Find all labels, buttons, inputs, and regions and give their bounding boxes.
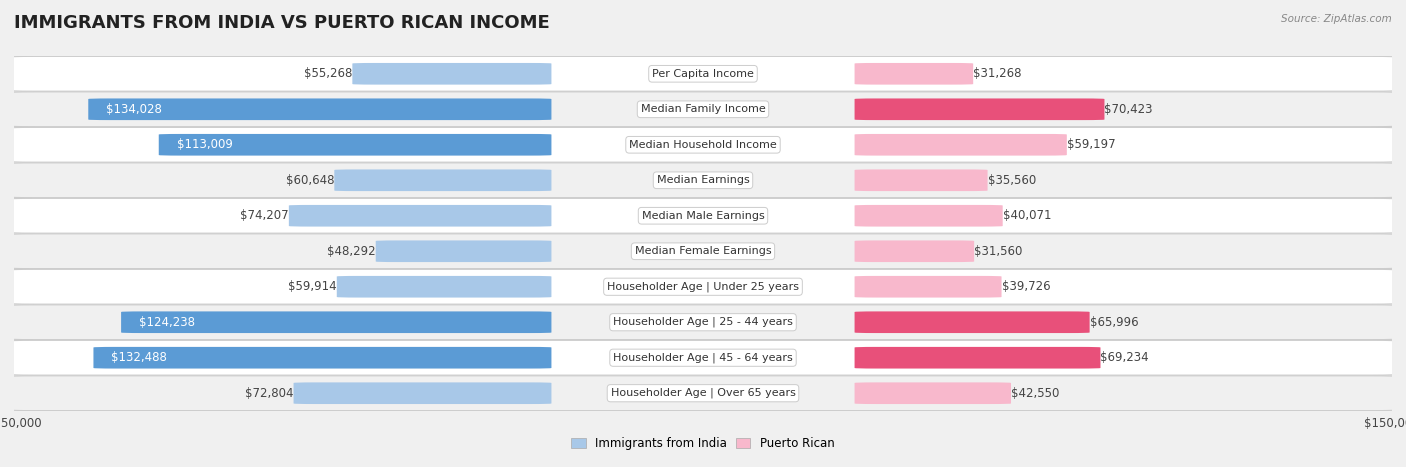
Text: Median Earnings: Median Earnings (657, 175, 749, 185)
FancyBboxPatch shape (288, 205, 551, 226)
Text: $31,560: $31,560 (974, 245, 1022, 258)
Text: $35,560: $35,560 (987, 174, 1036, 187)
FancyBboxPatch shape (7, 234, 1399, 269)
Legend: Immigrants from India, Puerto Rican: Immigrants from India, Puerto Rican (567, 432, 839, 455)
Text: $70,423: $70,423 (1105, 103, 1153, 116)
FancyBboxPatch shape (159, 134, 551, 156)
Text: $69,234: $69,234 (1101, 351, 1149, 364)
Text: $65,996: $65,996 (1090, 316, 1139, 329)
Text: $31,268: $31,268 (973, 67, 1022, 80)
Text: $72,804: $72,804 (245, 387, 294, 400)
FancyBboxPatch shape (855, 347, 1101, 368)
Text: Householder Age | Under 25 years: Householder Age | Under 25 years (607, 282, 799, 292)
Text: $113,009: $113,009 (177, 138, 232, 151)
FancyBboxPatch shape (89, 99, 551, 120)
Text: Source: ZipAtlas.com: Source: ZipAtlas.com (1281, 14, 1392, 24)
FancyBboxPatch shape (121, 311, 551, 333)
FancyBboxPatch shape (335, 170, 551, 191)
FancyBboxPatch shape (7, 198, 1399, 233)
FancyBboxPatch shape (855, 311, 1090, 333)
FancyBboxPatch shape (855, 170, 987, 191)
Text: Householder Age | 45 - 64 years: Householder Age | 45 - 64 years (613, 353, 793, 363)
FancyBboxPatch shape (855, 382, 1011, 404)
Text: $59,914: $59,914 (288, 280, 337, 293)
FancyBboxPatch shape (93, 347, 551, 368)
Text: Householder Age | Over 65 years: Householder Age | Over 65 years (610, 388, 796, 398)
Text: $48,292: $48,292 (328, 245, 375, 258)
FancyBboxPatch shape (855, 241, 974, 262)
FancyBboxPatch shape (7, 376, 1399, 410)
Text: $60,648: $60,648 (285, 174, 335, 187)
Text: Householder Age | 25 - 44 years: Householder Age | 25 - 44 years (613, 317, 793, 327)
FancyBboxPatch shape (7, 57, 1399, 91)
FancyBboxPatch shape (855, 99, 1105, 120)
FancyBboxPatch shape (7, 305, 1399, 340)
FancyBboxPatch shape (855, 63, 973, 85)
FancyBboxPatch shape (855, 276, 1001, 297)
Text: Median Household Income: Median Household Income (628, 140, 778, 150)
Text: $74,207: $74,207 (240, 209, 288, 222)
FancyBboxPatch shape (7, 92, 1399, 127)
FancyBboxPatch shape (7, 127, 1399, 162)
Text: Median Family Income: Median Family Income (641, 104, 765, 114)
FancyBboxPatch shape (375, 241, 551, 262)
Text: Median Male Earnings: Median Male Earnings (641, 211, 765, 221)
Text: $40,071: $40,071 (1002, 209, 1052, 222)
Text: Median Female Earnings: Median Female Earnings (634, 246, 772, 256)
Text: $134,028: $134,028 (107, 103, 162, 116)
FancyBboxPatch shape (353, 63, 551, 85)
Text: $39,726: $39,726 (1001, 280, 1050, 293)
FancyBboxPatch shape (7, 163, 1399, 198)
FancyBboxPatch shape (855, 134, 1067, 156)
FancyBboxPatch shape (7, 340, 1399, 375)
Text: Per Capita Income: Per Capita Income (652, 69, 754, 79)
Text: $124,238: $124,238 (139, 316, 195, 329)
Text: $42,550: $42,550 (1011, 387, 1059, 400)
FancyBboxPatch shape (337, 276, 551, 297)
Text: $55,268: $55,268 (304, 67, 353, 80)
FancyBboxPatch shape (855, 205, 1002, 226)
Text: IMMIGRANTS FROM INDIA VS PUERTO RICAN INCOME: IMMIGRANTS FROM INDIA VS PUERTO RICAN IN… (14, 14, 550, 32)
Text: $132,488: $132,488 (111, 351, 167, 364)
Text: $59,197: $59,197 (1067, 138, 1115, 151)
FancyBboxPatch shape (7, 269, 1399, 304)
FancyBboxPatch shape (294, 382, 551, 404)
